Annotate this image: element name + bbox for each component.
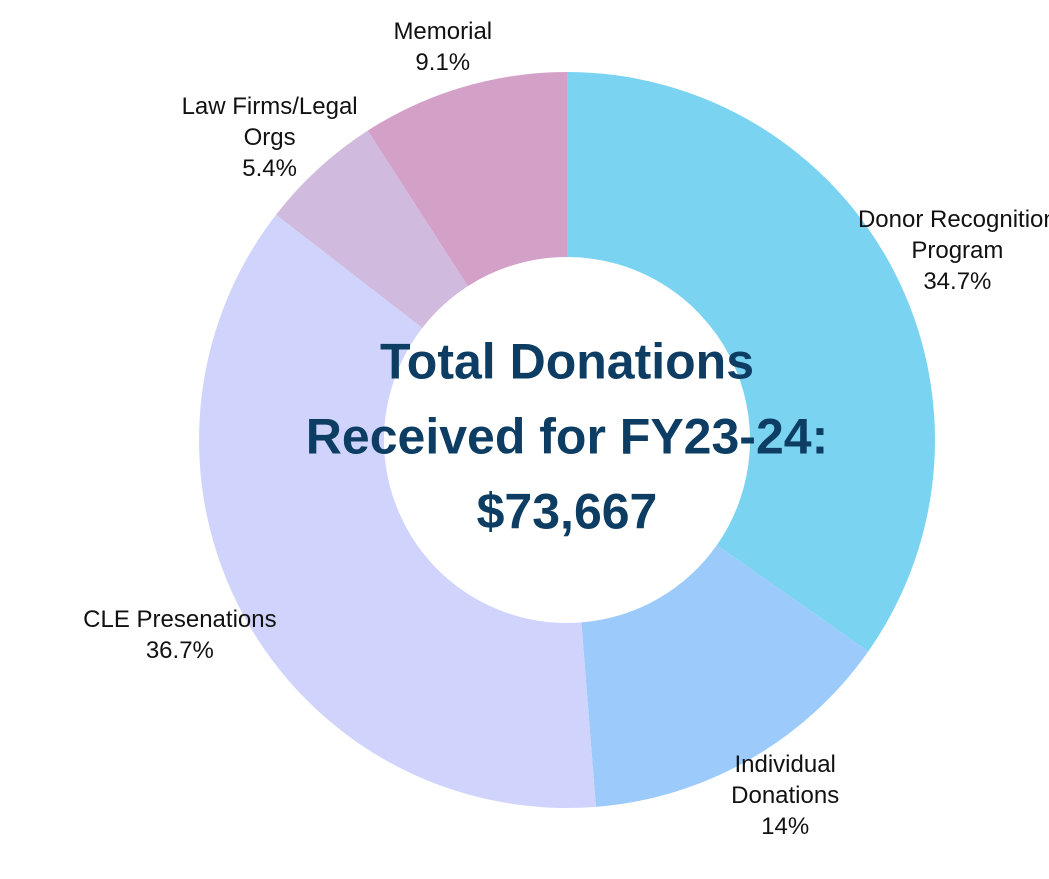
category-label: Law Firms/Legal Orgs — [181, 93, 358, 152]
center-annotation: Total Donations Received for FY23-24: $7… — [305, 333, 829, 540]
donut-slice — [367, 72, 567, 287]
slice-label: Memorial 9.1% — [393, 15, 492, 77]
category-label: CLE Presenations — [83, 605, 277, 633]
value-label: 14% — [761, 813, 810, 841]
slice-label: Donor Recognition Program 34.7% — [857, 204, 1049, 298]
slice-label: CLE Presenations 36.7% — [83, 604, 276, 666]
category-label: Memorial — [393, 17, 493, 45]
value-label: 34.7% — [923, 268, 992, 296]
value-label: 36.7% — [145, 636, 214, 664]
value-label: 5.4% — [242, 155, 297, 183]
slice-label: Law Firms/Legal Orgs 5.4% — [170, 91, 370, 185]
value-label: 9.1% — [415, 48, 471, 76]
slice-label: Individual Donations 14% — [685, 749, 885, 843]
donut-slice — [581, 545, 869, 807]
donut-slice — [276, 130, 468, 328]
category-label: Individual Donations — [731, 751, 840, 810]
donut-slice — [199, 214, 596, 809]
donut-slice — [567, 72, 935, 652]
category-label: Donor Recognition Program — [857, 206, 1049, 265]
